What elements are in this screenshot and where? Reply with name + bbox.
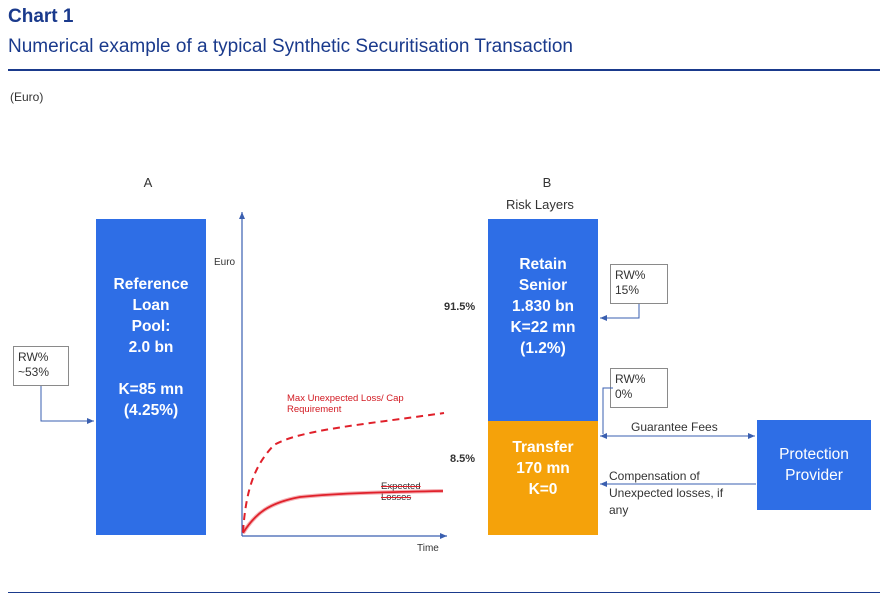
reference-loan-pool-box: Reference Loan Pool: 2.0 bn K=85 mn (4.2…: [96, 219, 206, 535]
panel-a-heading: A: [143, 175, 153, 190]
rw-callout-a-connector: [40, 386, 94, 424]
guarantee-fees-label: Guarantee Fees: [631, 420, 718, 434]
compensation-label: Compensation of Unexpected losses, if an…: [609, 469, 724, 517]
transfer-percentage: 8.5%: [450, 453, 476, 465]
reference-loan-pool-text: Reference Loan Pool: 2.0 bn K=85 mn (4.2…: [113, 276, 189, 419]
rw-callout-senior: RW% 15%: [610, 264, 668, 304]
protection-provider-box: Protection Provider: [757, 420, 871, 510]
max-unexpected-loss-curve: [242, 412, 445, 533]
rw-callout-transfer: RW% 0%: [610, 368, 668, 408]
senior-percentage: 91.5%: [444, 301, 476, 313]
retain-senior-text: Retain Senior 1.830 bn K=22 mn (1.2%): [510, 256, 576, 357]
rw-senior-connector: [600, 304, 640, 321]
chart-title: Numerical example of a typical Synthetic…: [8, 36, 573, 57]
expected-losses-label: Expected Losses: [381, 481, 421, 503]
chart-label: Chart 1: [8, 6, 74, 27]
x-axis-label: Time: [417, 543, 439, 554]
risk-layers-heading: Risk Layers: [506, 197, 574, 212]
transfer-box: Transfer 170 mn K=0: [488, 421, 598, 535]
top-divider: [8, 69, 880, 71]
transfer-text: Transfer 170 mn K=0: [512, 439, 574, 498]
bottom-divider: [8, 592, 880, 593]
protection-provider-text: Protection Provider: [779, 446, 849, 484]
y-axis-label: Euro: [214, 257, 236, 268]
retain-senior-box: Retain Senior 1.830 bn K=22 mn (1.2%): [488, 219, 598, 421]
unit-note: (Euro): [10, 90, 44, 104]
max-unexpected-loss-label: Max Unexpected Loss/ Cap Requirement: [287, 393, 404, 415]
panel-b-heading: B: [542, 175, 552, 190]
rw-callout-a: RW% ~53%: [13, 346, 69, 386]
